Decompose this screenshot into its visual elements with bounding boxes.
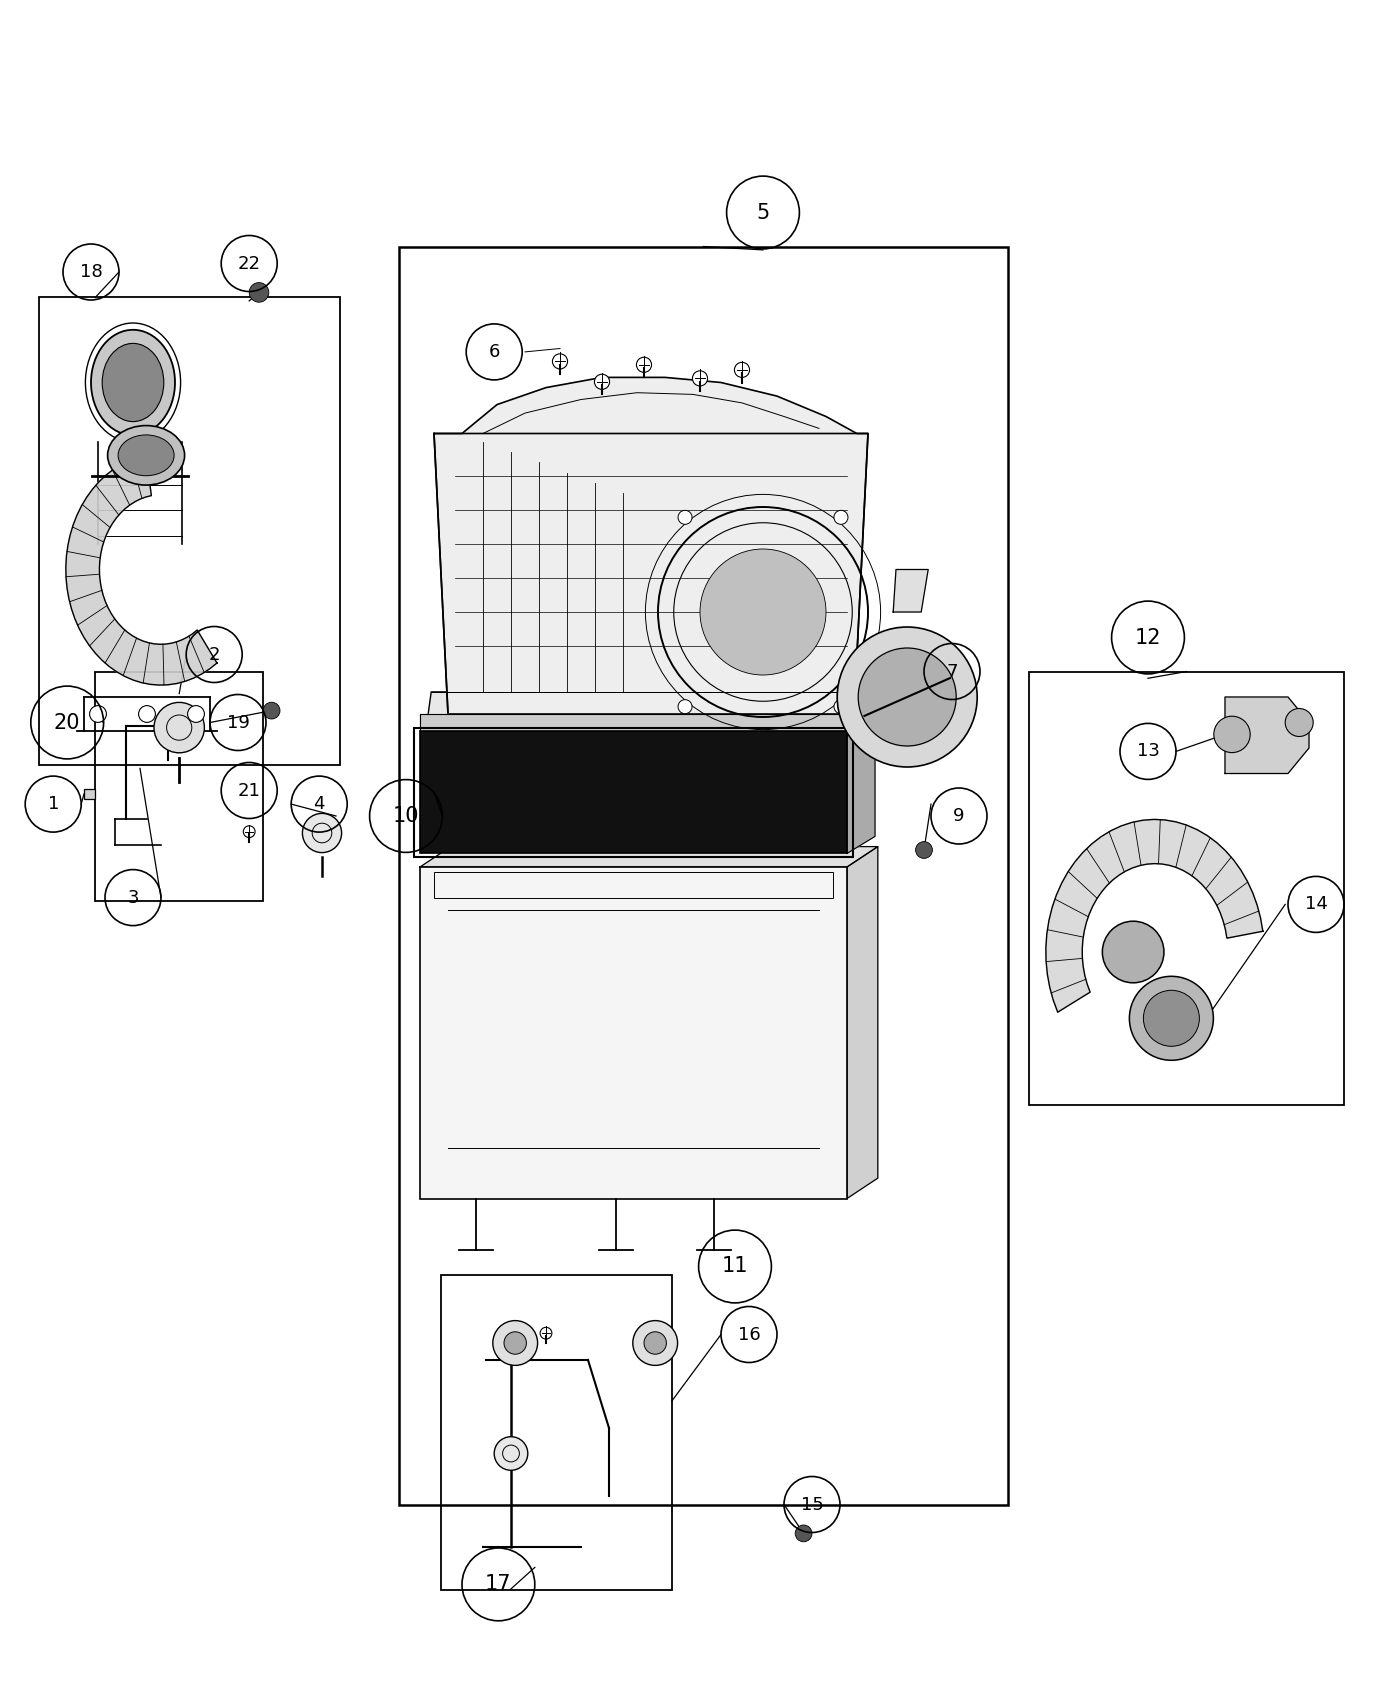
Text: 5: 5 (756, 202, 770, 223)
Polygon shape (420, 714, 847, 731)
Circle shape (633, 1321, 678, 1365)
Text: 21: 21 (238, 782, 260, 799)
Circle shape (837, 627, 977, 767)
Bar (1029, 672, 1344, 1105)
Text: 16: 16 (738, 1326, 760, 1343)
Bar (399, 246, 1008, 1504)
Circle shape (834, 510, 848, 524)
Circle shape (1130, 976, 1214, 1061)
Ellipse shape (91, 330, 175, 435)
Polygon shape (1046, 819, 1263, 1012)
Ellipse shape (108, 425, 185, 484)
Circle shape (1144, 991, 1200, 1046)
Circle shape (302, 813, 342, 853)
Circle shape (494, 1436, 528, 1470)
Text: 13: 13 (1137, 743, 1159, 760)
Circle shape (540, 1328, 552, 1340)
Circle shape (916, 842, 932, 858)
Polygon shape (427, 692, 882, 722)
Circle shape (139, 706, 155, 722)
Polygon shape (420, 847, 878, 867)
Circle shape (154, 702, 204, 753)
Text: 19: 19 (227, 714, 249, 731)
Circle shape (188, 706, 204, 722)
Text: 22: 22 (238, 255, 260, 272)
Text: 3: 3 (127, 889, 139, 906)
Circle shape (504, 1331, 526, 1355)
Bar (95, 672, 263, 901)
Polygon shape (434, 377, 868, 714)
Circle shape (700, 549, 826, 675)
Circle shape (595, 374, 609, 389)
Text: 20: 20 (55, 712, 80, 733)
Text: 2: 2 (209, 646, 220, 663)
Bar (434, 872, 833, 898)
Circle shape (1214, 716, 1250, 753)
Polygon shape (893, 570, 928, 612)
Polygon shape (847, 714, 875, 853)
Polygon shape (66, 456, 217, 685)
Circle shape (553, 354, 567, 369)
Text: 15: 15 (801, 1496, 823, 1513)
Text: 4: 4 (314, 796, 325, 813)
Bar (420, 731, 847, 853)
Polygon shape (847, 847, 878, 1198)
Polygon shape (434, 434, 868, 714)
Text: 1: 1 (48, 796, 59, 813)
Circle shape (834, 700, 848, 714)
Circle shape (493, 1321, 538, 1365)
Bar (39, 298, 340, 765)
Text: 14: 14 (1305, 896, 1327, 913)
Circle shape (1102, 921, 1163, 983)
Circle shape (244, 826, 255, 838)
Circle shape (678, 700, 692, 714)
Circle shape (795, 1525, 812, 1542)
Circle shape (1285, 709, 1313, 736)
Circle shape (90, 706, 106, 722)
Circle shape (693, 371, 707, 386)
Text: 6: 6 (489, 343, 500, 360)
Bar (441, 1275, 672, 1590)
Bar (420, 867, 847, 1198)
Circle shape (637, 357, 651, 372)
Bar (414, 728, 853, 857)
Ellipse shape (118, 435, 174, 476)
Ellipse shape (102, 343, 164, 422)
Polygon shape (1225, 697, 1309, 774)
Circle shape (735, 362, 749, 377)
Text: 9: 9 (953, 808, 965, 824)
Circle shape (249, 282, 269, 303)
Text: 18: 18 (80, 264, 102, 280)
Bar (84, 789, 95, 799)
Text: 12: 12 (1135, 627, 1161, 648)
Text: 17: 17 (486, 1574, 511, 1595)
Text: 11: 11 (722, 1256, 748, 1277)
Circle shape (858, 648, 956, 746)
Text: 10: 10 (393, 806, 419, 826)
Text: 7: 7 (946, 663, 958, 680)
Circle shape (644, 1331, 666, 1355)
Circle shape (678, 510, 692, 524)
Circle shape (263, 702, 280, 719)
